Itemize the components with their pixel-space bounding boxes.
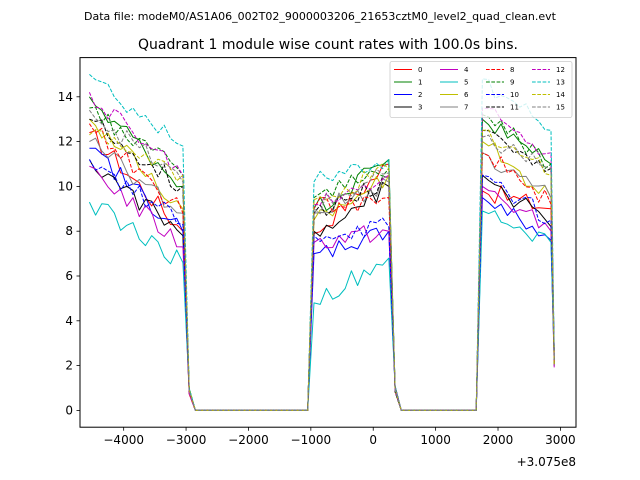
series-line-1 [88,96,555,411]
series-line-13 [89,74,555,411]
plot-lines [88,74,555,411]
x-tick-label: −1000 [291,433,332,447]
x-tick-label: −2000 [228,433,269,447]
x-axis-ticks: −4000 −3000 −2000 −1000 0 1000 2000 3000 [103,427,576,447]
y-axis-ticks: 0 2 4 6 8 10 12 14 [58,90,80,417]
x-tick-label: 3000 [545,433,576,447]
x-tick-label: −4000 [103,433,144,447]
legend-label-4: 4 [464,66,469,74]
legend-label-1: 1 [418,79,422,87]
series-line-15 [88,109,555,411]
y-tick-label: 0 [65,403,73,417]
series-line-2 [89,147,555,411]
chart-title: Quadrant 1 module wise count rates with … [138,37,518,53]
y-tick-label: 8 [65,224,73,238]
legend-label-3: 3 [418,104,422,112]
legend-label-7: 7 [464,104,468,112]
legend-label-0: 0 [418,66,422,74]
series-line-6 [89,118,555,411]
legend-label-13: 13 [556,79,565,87]
x-tick-label: 1000 [420,433,451,447]
legend-label-15: 15 [556,104,565,112]
series-line-8 [88,123,555,411]
x-tick-label: 2000 [483,433,514,447]
x-tick-label: −3000 [166,433,207,447]
y-tick-label: 2 [65,359,73,373]
series-line-7 [89,137,555,411]
axes-frame [79,57,577,428]
legend-label-6: 6 [464,91,469,99]
series-line-5 [88,201,555,411]
legend-label-9: 9 [510,79,514,87]
series-line-9 [89,106,555,411]
y-tick-label: 12 [58,135,73,149]
legend-label-8: 8 [510,66,514,74]
legend-box [389,61,573,118]
y-tick-label: 10 [58,179,73,193]
y-tick-label: 4 [65,314,73,328]
series-line-12 [88,92,555,411]
legend-label-5: 5 [464,79,468,87]
x-tick-label: 0 [369,433,377,447]
series-line-4 [89,165,555,411]
series-line-3 [88,159,555,411]
legend-label-14: 14 [556,91,565,99]
y-tick-label: 14 [58,90,73,104]
series-line-11 [89,118,555,411]
legend-label-2: 2 [418,91,422,99]
x-offset-text: +3.075e8 [517,455,576,469]
legend-label-10: 10 [510,91,519,99]
series-line-10 [88,159,555,411]
legend-label-11: 11 [510,104,519,112]
series-line-0 [89,130,555,411]
chart-suptitle: Data file: modeM0/AS1A06_002T02_90000032… [84,10,557,23]
legend-label-12: 12 [556,66,565,74]
series-line-14 [89,129,555,411]
y-tick-label: 6 [65,269,73,283]
